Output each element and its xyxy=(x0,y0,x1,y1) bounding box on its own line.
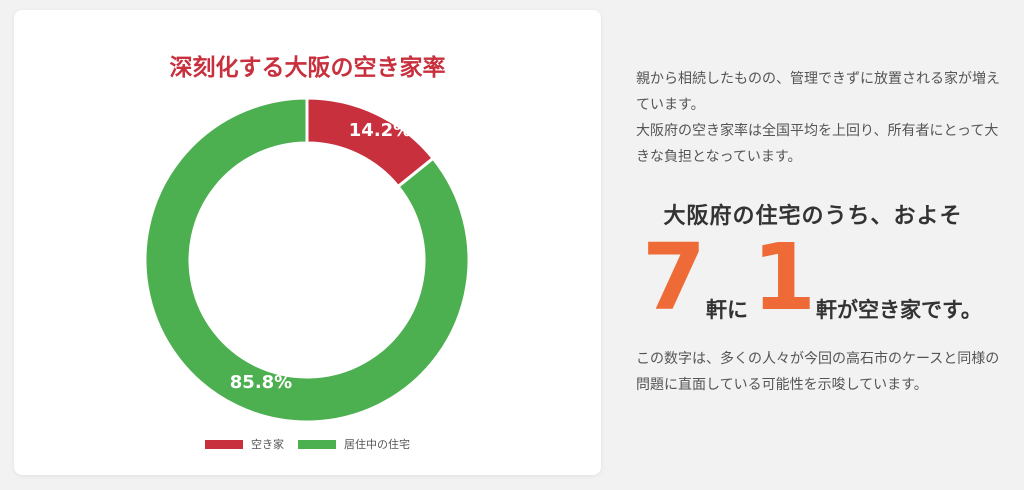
intro-line-1: 親から相続したものの、管理できずに放置される家が増えています。 xyxy=(636,71,1000,113)
ratio-text-mid: 軒に xyxy=(706,298,749,322)
headline: 大阪府の住宅のうち、およそ xyxy=(663,204,963,229)
legend-swatch-vacant xyxy=(205,439,243,449)
slice-occupied[interactable] xyxy=(143,96,471,424)
legend-label-vacant: 空き家 xyxy=(251,438,284,451)
donut-chart: 14.2% 85.8% xyxy=(143,96,471,424)
ratio-statement: 7 軒に 1 軒が空き家です。 xyxy=(616,232,1016,324)
slice-label-occupied: 85.8% xyxy=(230,372,292,393)
legend-swatch-occupied xyxy=(298,439,336,449)
chart-legend: 空き家 居住中の住宅 xyxy=(14,436,601,452)
legend-item-occupied[interactable]: 居住中の住宅 xyxy=(298,436,410,452)
legend-item-vacant[interactable]: 空き家 xyxy=(205,436,284,452)
intro-line-2: 大阪府の空き家率は全国平均を上回り、所有者にとって大きな負担となっています。 xyxy=(636,123,999,165)
slice-label-vacant: 14.2% xyxy=(349,120,411,141)
ratio-text-end: 軒が空き家です。 xyxy=(816,298,982,322)
chart-title: 深刻化する大阪の空き家率 xyxy=(169,55,446,81)
intro-text: 親から相続したものの、管理できずに放置される家が増えています。 大阪府の空き家率… xyxy=(636,66,1006,170)
outro-text: この数字は、多くの人々が今回の高石市のケースと同様の問題に直面している可能性を示… xyxy=(636,351,1000,393)
ratio-number-seven: 7 xyxy=(642,224,707,331)
legend-label-occupied: 居住中の住宅 xyxy=(344,438,410,451)
ratio-number-one: 1 xyxy=(752,224,817,331)
chart-card: 深刻化する大阪の空き家率 14.2% 85.8% 空き家 居住中の住宅 xyxy=(14,10,601,475)
